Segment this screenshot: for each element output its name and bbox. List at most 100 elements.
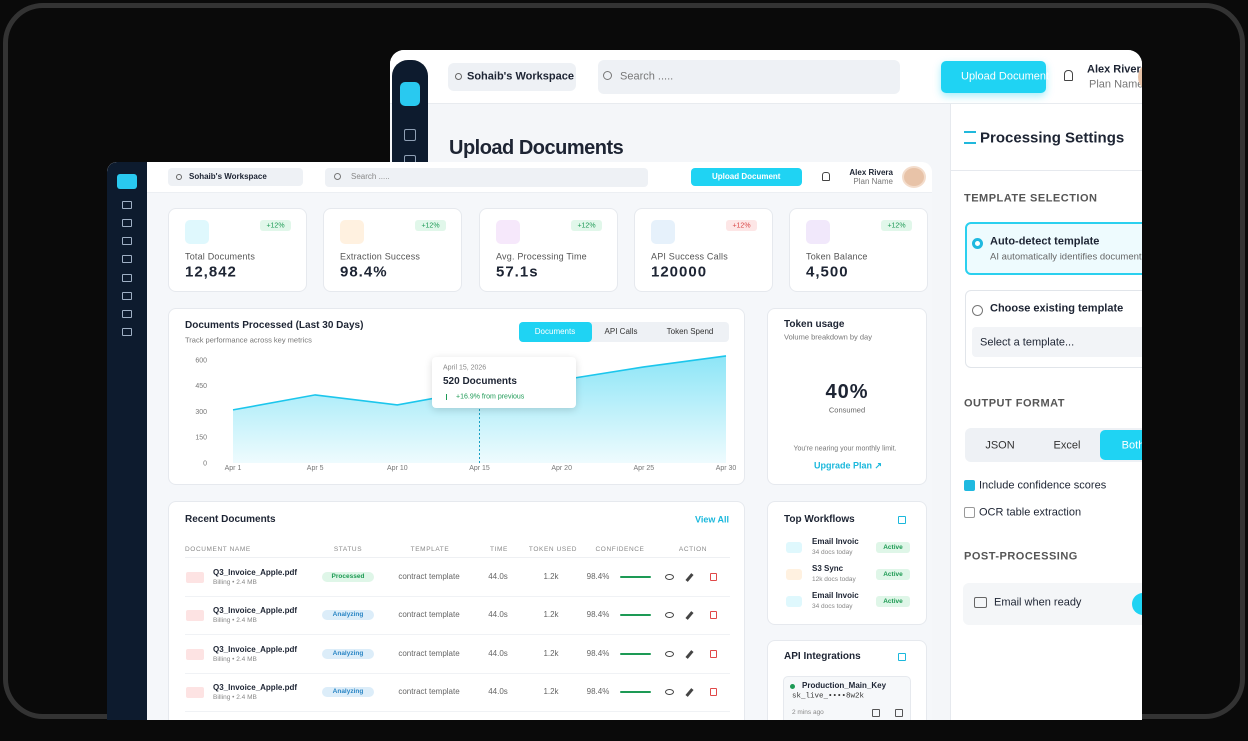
nav-icon[interactable]	[122, 328, 132, 336]
change-value: +12%	[421, 222, 440, 230]
workflow-icon	[786, 542, 802, 553]
format-option[interactable]: Both	[1121, 439, 1145, 452]
view-action[interactable]	[665, 612, 674, 618]
upload-label: Upload Document	[712, 172, 781, 181]
x-tick-label: Apr 1	[225, 465, 242, 472]
workspace-pill[interactable]	[168, 168, 303, 186]
status: Processed	[331, 572, 365, 580]
card-title: Recent Documents	[185, 514, 276, 525]
auto-template-option[interactable]	[965, 222, 1142, 275]
format-option[interactable]: JSON	[985, 439, 1015, 452]
tooltip	[432, 357, 576, 408]
checkbox[interactable]	[964, 507, 975, 518]
workspace-icon	[455, 73, 462, 80]
card-title: API Integrations	[784, 651, 861, 662]
file-name: Q3_Invoice_Apple.pdf	[213, 568, 298, 577]
stat-icon	[340, 220, 364, 244]
checkbox-checked[interactable]	[964, 480, 975, 491]
key-value: sk_live_••••8w2k	[792, 692, 865, 701]
stat-icon	[806, 220, 830, 244]
template-select[interactable]	[972, 327, 1142, 357]
nav-icon[interactable]	[122, 292, 132, 300]
section-heading: TEMPLATE SELECTION	[964, 192, 1098, 205]
view-all-link[interactable]: View All	[694, 514, 729, 525]
stat-label: Avg. Processing Time	[496, 251, 587, 262]
search-placeholder: Search .....	[351, 172, 390, 181]
upload-button[interactable]	[691, 168, 802, 186]
external-link[interactable]	[898, 516, 906, 524]
toggle[interactable]	[1132, 593, 1142, 615]
change-value: +12%	[577, 222, 596, 230]
delete-action[interactable]	[710, 611, 717, 619]
format-option[interactable]: Excel	[1053, 439, 1081, 452]
time: 44.0s	[488, 649, 508, 658]
status-badge	[322, 687, 374, 697]
nav-icon[interactable]	[122, 274, 132, 282]
search-box[interactable]	[325, 168, 648, 187]
confidence: 98.4%	[586, 687, 610, 696]
chart-title: Documents Processed (Last 30 Days)	[185, 320, 364, 331]
x-tick-label: Apr 30	[716, 465, 737, 472]
x-tick-label: Apr 20	[551, 465, 572, 472]
chart-tab[interactable]: Documents	[534, 327, 576, 336]
limit-warning: You're nearing your monthly limit.	[793, 445, 897, 453]
nav-icon[interactable]	[122, 201, 132, 209]
nav-icon[interactable]	[122, 255, 132, 263]
user-role: Plan Name	[1089, 78, 1144, 91]
nav-icon[interactable]	[122, 237, 132, 245]
confidence-bar	[620, 614, 651, 616]
upload-button[interactable]	[941, 61, 1046, 93]
bell-icon	[1064, 70, 1073, 81]
nav-icon[interactable]	[122, 219, 132, 227]
status-badge	[322, 610, 374, 620]
avatar	[902, 166, 926, 188]
open-action[interactable]	[895, 709, 903, 717]
chart-tab[interactable]: Token Spend	[666, 327, 714, 336]
key-name: Production_Main_Key	[802, 681, 887, 690]
divider	[950, 170, 1142, 171]
status: Analyzing	[332, 649, 364, 657]
search-box[interactable]	[598, 60, 900, 94]
card	[168, 501, 745, 720]
external-link[interactable]	[898, 653, 906, 661]
option-title: Choose existing template	[990, 302, 1124, 315]
change-value: +12%	[732, 222, 751, 230]
file-name: Q3_Invoice_Apple.pdf	[213, 645, 298, 654]
delete-action[interactable]	[710, 573, 717, 581]
tokens: 1.2k	[543, 649, 559, 658]
change-badge	[260, 220, 291, 231]
confidence-bar	[620, 576, 651, 578]
view-action[interactable]	[665, 689, 674, 695]
delete-action[interactable]	[710, 650, 717, 658]
upgrade-link[interactable]: Upgrade Plan ↗	[813, 460, 883, 471]
stat-label: Total Documents	[185, 251, 256, 262]
change-badge	[881, 220, 912, 231]
front-window: Sohaib's Workspace Search ..... Upload Doc…	[107, 162, 932, 720]
stat-icon	[651, 220, 675, 244]
change-value: +12%	[266, 222, 285, 230]
row-divider	[185, 673, 730, 674]
format-selected[interactable]	[1100, 430, 1142, 460]
tokens: 1.2k	[543, 687, 559, 696]
nav-icon[interactable]	[122, 310, 132, 318]
tab-selected[interactable]	[519, 322, 592, 342]
copy-action[interactable]	[872, 709, 880, 717]
delete-action[interactable]	[710, 688, 717, 696]
confidence-bar	[620, 653, 651, 655]
workspace-pill[interactable]	[448, 63, 576, 91]
workflow-status: Active	[883, 570, 903, 578]
stat-label: Token Balance	[806, 251, 868, 262]
stat-value: 98.4%	[340, 263, 388, 281]
column-header: TOKEN USED	[528, 545, 578, 553]
workspace-name: Sohaib's Workspace	[189, 172, 267, 181]
user-name: Alex Rivera	[849, 168, 893, 177]
workspace-icon	[176, 174, 182, 180]
workflow-icon	[786, 596, 802, 607]
gauge-caption: Consumed	[828, 405, 866, 415]
view-action[interactable]	[665, 574, 674, 580]
column-header: ACTION	[678, 545, 708, 553]
chart-tab[interactable]: API Calls	[604, 327, 638, 336]
status-badge	[322, 572, 374, 582]
time: 44.0s	[488, 572, 508, 581]
view-action[interactable]	[665, 651, 674, 657]
